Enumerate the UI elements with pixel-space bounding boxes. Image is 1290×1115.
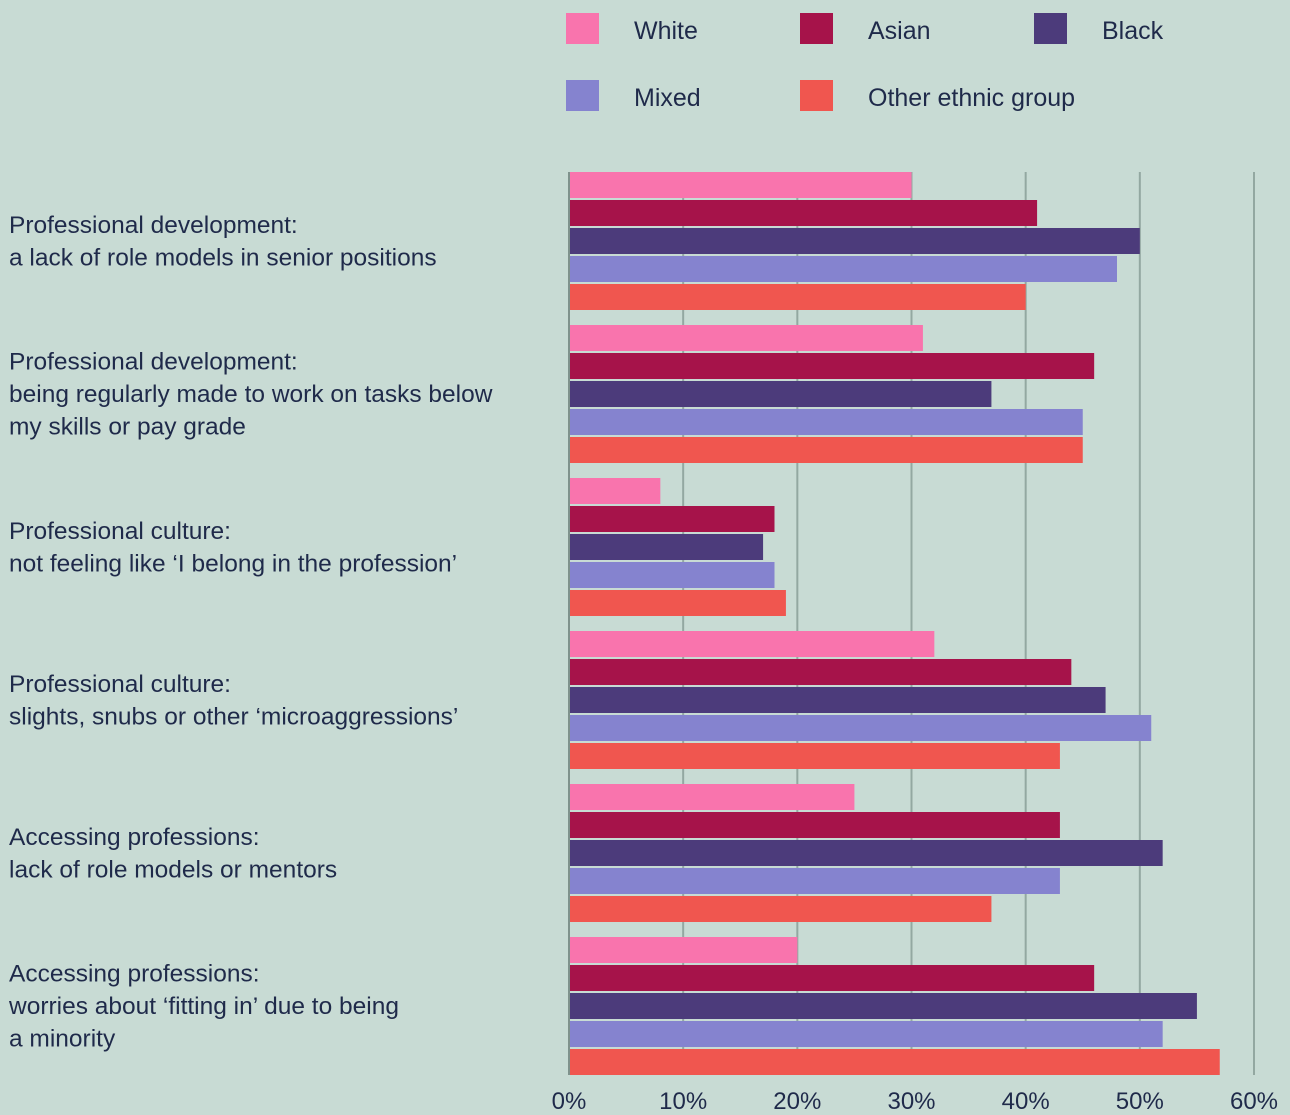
bar-5-2: [569, 993, 1197, 1019]
legend-label-2: Black: [1102, 17, 1164, 45]
x-tick-label-4: 40%: [1002, 1088, 1050, 1115]
bar-4-4: [569, 896, 992, 922]
category-label-3: Professional culture: slights, snubs or o…: [9, 671, 458, 731]
x-tick-label-1: 10%: [659, 1088, 707, 1115]
category-label-0: Professional development: a lack of role …: [9, 212, 437, 272]
bar-2-2: [569, 534, 764, 560]
bar-1-4: [569, 437, 1083, 463]
x-tick-label-3: 30%: [887, 1088, 935, 1115]
category-label-2: Professional culture: not feeling like ‘I…: [9, 518, 457, 578]
legend-swatch-0: [566, 13, 599, 44]
bar-0-3: [569, 256, 1117, 282]
bar-0-2: [569, 228, 1140, 254]
bar-5-3: [569, 1021, 1163, 1047]
bar-0-4: [569, 284, 1026, 310]
bar-3-0: [569, 631, 935, 657]
bar-1-0: [569, 325, 923, 351]
legend-label-4: Other ethnic group: [868, 84, 1075, 112]
legend-label-1: Asian: [868, 17, 931, 45]
bar-2-3: [569, 562, 775, 588]
category-label-1: Professional development: being regularly…: [9, 349, 493, 441]
x-tick-label-2: 20%: [773, 1088, 821, 1115]
bar-2-1: [569, 506, 775, 532]
bar-1-2: [569, 381, 992, 407]
bar-0-1: [569, 200, 1038, 226]
category-label-4: Accessing professions: lack of role model…: [9, 824, 337, 884]
bar-5-1: [569, 965, 1095, 991]
bar-2-4: [569, 590, 786, 616]
bar-4-0: [569, 784, 855, 810]
category-labels: Professional development: a lack of role …: [8, 212, 493, 1053]
bar-1-3: [569, 409, 1083, 435]
legend-label-0: White: [634, 17, 698, 45]
bar-4-3: [569, 868, 1060, 894]
bar-1-1: [569, 353, 1095, 379]
bar-4-1: [569, 812, 1060, 838]
legend: White Asian Black Mixed Other ethnic group: [566, 13, 1164, 112]
bars: [569, 172, 1220, 1075]
bar-2-0: [569, 478, 661, 504]
bar-5-0: [569, 937, 798, 963]
legend-label-3: Mixed: [634, 84, 701, 112]
legend-swatch-4: [800, 80, 833, 111]
bar-4-2: [569, 840, 1163, 866]
gridlines: [682, 172, 1255, 1075]
bar-5-4: [569, 1049, 1220, 1075]
category-label-5: Accessing professions: worries about ‘fit…: [8, 961, 399, 1053]
legend-swatch-3: [566, 80, 599, 111]
x-tick-labels: 0% 10% 20% 30% 40% 50% 60%: [552, 1088, 1278, 1115]
x-tick-label-5: 50%: [1116, 1088, 1164, 1115]
bar-3-2: [569, 687, 1106, 713]
bar-3-4: [569, 743, 1060, 769]
x-tick-label-0: 0%: [552, 1088, 587, 1115]
legend-swatch-2: [1034, 13, 1067, 44]
legend-swatch-1: [800, 13, 833, 44]
bar-3-1: [569, 659, 1072, 685]
bar-0-0: [569, 172, 912, 198]
x-tick-label-6: 60%: [1230, 1088, 1278, 1115]
bar-3-3: [569, 715, 1152, 741]
